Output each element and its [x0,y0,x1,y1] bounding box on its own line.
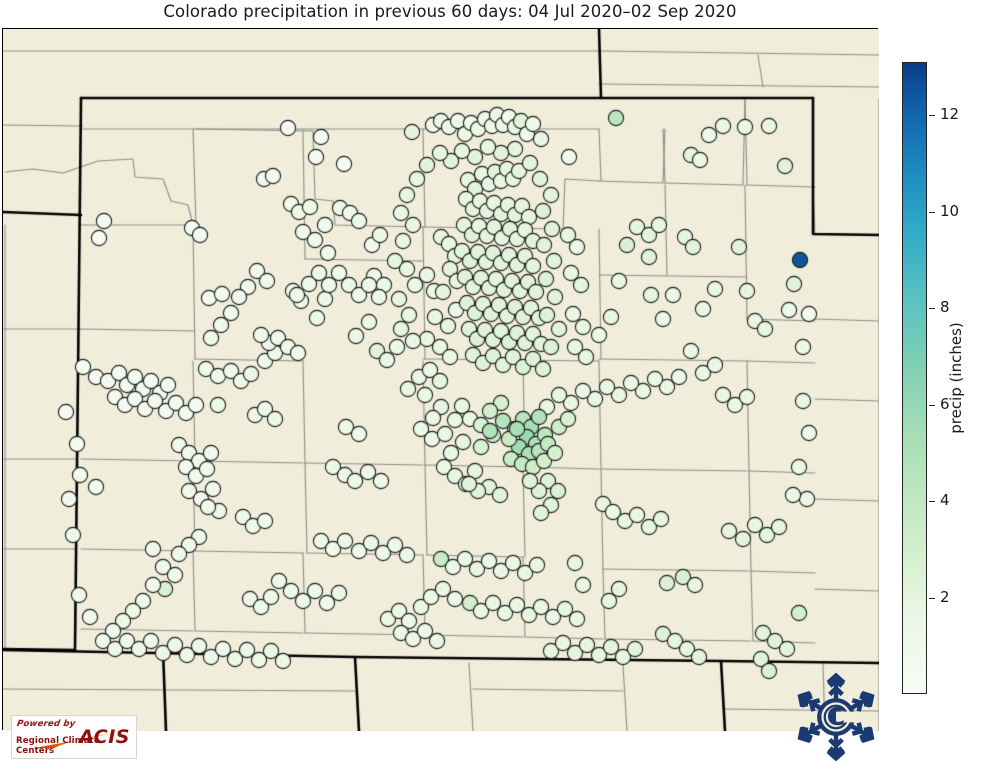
colorbar[interactable]: 2 4 6 8 10 12 precip (inches) [900,60,981,696]
tick-label: 12 [940,105,960,124]
precipitation-map-panel[interactable]: Powered by ACIS Regional Climate Centers… [2,28,878,730]
colorbar-tick-12: 12 [929,105,981,123]
colorbar-tick-10: 10 [929,202,981,220]
colorbar-tick-2: 2 [929,588,981,606]
colorbar-axis-label: precip (inches) [947,322,965,434]
acis-logo: Powered by ACIS Regional Climate Centers [11,715,137,759]
precipitation-map-canvas[interactable] [3,29,879,731]
snowflake-center-letter: C [827,702,846,731]
tick-mark [929,211,935,213]
acis-subtitle: Regional Climate Centers [16,736,100,756]
colorbar-gradient[interactable] [902,62,927,694]
tick-label: 4 [940,491,950,510]
tick-label: 8 [940,298,950,317]
tick-mark [929,501,935,503]
tick-label: 10 [940,201,960,220]
tick-label: 6 [940,394,950,413]
tick-mark [929,115,935,117]
tick-mark [929,308,935,310]
page-title: Colorado precipitation in previous 60 da… [163,2,737,21]
colorbar-tick-4: 4 [929,491,981,509]
tick-mark [929,404,935,406]
tick-label: 2 [940,587,950,606]
snowflake-logo-icon: C [790,672,882,762]
colorbar-tick-8: 8 [929,298,981,316]
colorbar-tick-6: 6 [929,395,981,413]
tick-mark [929,597,935,599]
acis-powered-by-label: Powered by [16,719,77,729]
